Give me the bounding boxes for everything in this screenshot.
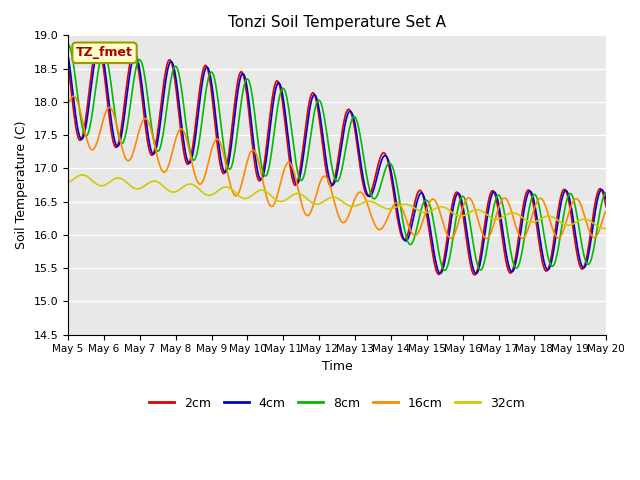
8cm bbox=[381, 168, 388, 174]
16cm bbox=[554, 235, 562, 241]
8cm bbox=[182, 122, 190, 128]
Line: 4cm: 4cm bbox=[68, 48, 606, 274]
Line: 16cm: 16cm bbox=[68, 96, 606, 239]
X-axis label: Time: Time bbox=[322, 360, 353, 373]
2cm bbox=[554, 207, 562, 213]
32cm bbox=[206, 192, 214, 198]
2cm bbox=[206, 78, 214, 84]
2cm bbox=[435, 272, 442, 277]
8cm bbox=[329, 168, 337, 173]
16cm bbox=[435, 205, 442, 211]
2cm bbox=[94, 43, 102, 48]
8cm bbox=[434, 245, 442, 251]
8cm bbox=[205, 72, 213, 78]
Line: 8cm: 8cm bbox=[68, 44, 606, 270]
8cm bbox=[64, 41, 72, 47]
32cm bbox=[382, 205, 390, 211]
2cm bbox=[330, 180, 337, 186]
32cm bbox=[183, 182, 191, 188]
4cm bbox=[183, 156, 191, 162]
16cm bbox=[206, 153, 214, 158]
16cm bbox=[330, 195, 337, 201]
4cm bbox=[95, 45, 103, 50]
4cm bbox=[554, 217, 562, 223]
Line: 32cm: 32cm bbox=[68, 175, 606, 228]
4cm bbox=[382, 153, 390, 158]
4cm bbox=[206, 72, 214, 77]
8cm bbox=[602, 190, 610, 195]
2cm bbox=[471, 272, 479, 278]
2cm bbox=[382, 152, 390, 157]
Text: TZ_fmet: TZ_fmet bbox=[76, 46, 133, 59]
16cm bbox=[64, 100, 72, 106]
2cm bbox=[183, 161, 191, 167]
4cm bbox=[472, 271, 480, 276]
4cm bbox=[330, 182, 337, 188]
8cm bbox=[441, 267, 449, 273]
32cm bbox=[64, 179, 72, 185]
16cm bbox=[183, 137, 191, 143]
16cm bbox=[382, 219, 390, 225]
16cm bbox=[483, 236, 490, 241]
32cm bbox=[435, 204, 442, 210]
4cm bbox=[64, 53, 72, 59]
Legend: 2cm, 4cm, 8cm, 16cm, 32cm: 2cm, 4cm, 8cm, 16cm, 32cm bbox=[144, 392, 530, 415]
Title: Tonzi Soil Temperature Set A: Tonzi Soil Temperature Set A bbox=[228, 15, 446, 30]
2cm bbox=[64, 63, 72, 69]
8cm bbox=[554, 249, 561, 255]
Line: 2cm: 2cm bbox=[68, 46, 606, 275]
4cm bbox=[602, 197, 610, 203]
32cm bbox=[554, 217, 561, 223]
32cm bbox=[602, 226, 610, 231]
16cm bbox=[602, 208, 610, 214]
4cm bbox=[435, 269, 442, 275]
32cm bbox=[78, 172, 86, 178]
16cm bbox=[69, 93, 77, 99]
Y-axis label: Soil Temperature (C): Soil Temperature (C) bbox=[15, 120, 28, 249]
32cm bbox=[330, 194, 337, 200]
2cm bbox=[602, 204, 610, 210]
